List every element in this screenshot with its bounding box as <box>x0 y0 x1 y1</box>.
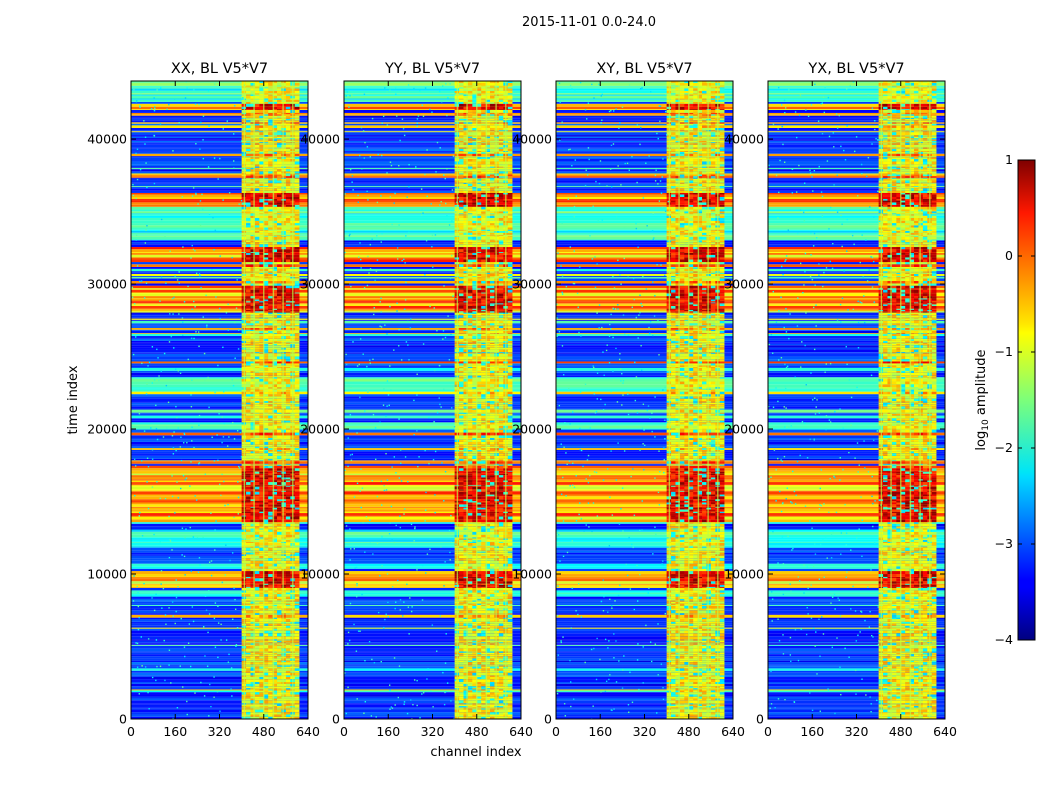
x-tick-label: 320 <box>421 724 445 739</box>
heatmap-cells <box>344 81 521 719</box>
heatmap-cells <box>768 81 945 719</box>
y-tick-label: 30000 <box>512 277 552 292</box>
x-tick-label: 480 <box>465 724 489 739</box>
y-tick-label: 40000 <box>724 132 764 147</box>
y-tick-label: 10000 <box>300 567 340 582</box>
x-tick-label: 320 <box>633 724 657 739</box>
x-tick-label: 160 <box>800 724 824 739</box>
y-tick-label: 40000 <box>87 132 127 147</box>
colorbar-tick-label: −1 <box>995 344 1013 359</box>
colorbar-tick-label: −3 <box>995 536 1013 551</box>
heatmap-panel-xy: XY, BL V5*V7 0 160 320 480 640 0 10000 20000 3000… <box>512 61 745 739</box>
x-tick-label: 160 <box>163 724 187 739</box>
colorbar-gradient <box>1017 159 1036 641</box>
y-tick-label: 0 <box>332 712 340 727</box>
x-tick-label: 0 <box>127 724 135 739</box>
heatmap-panel-yx: YX, BL V5*V7 0 160 320 480 640 0 10000 20000 3000… <box>724 61 957 739</box>
heatmap-panel-xx: XX, BL V5*V7 0 160 320 480 640 0 10000 20000 3000… <box>87 61 320 739</box>
y-tick-label: 10000 <box>512 567 552 582</box>
x-tick-label: 160 <box>588 724 612 739</box>
y-tick-label: 10000 <box>87 567 127 582</box>
x-tick-label: 160 <box>376 724 400 739</box>
heatmap-panels: XX, BL V5*V7 0 160 320 480 640 0 10000 20000 3000… <box>87 61 957 739</box>
y-tick-label: 30000 <box>300 277 340 292</box>
y-tick-label: 40000 <box>300 132 340 147</box>
x-tick-label: 640 <box>296 724 320 739</box>
colorbar-tick-label: −4 <box>995 632 1013 647</box>
x-tick-label: 640 <box>933 724 957 739</box>
y-tick-label: 30000 <box>87 277 127 292</box>
heatmap-cells <box>556 81 733 719</box>
x-tick-label: 480 <box>677 724 701 739</box>
y-tick-label: 40000 <box>512 132 552 147</box>
colorbar-tick-label: −2 <box>995 440 1013 455</box>
colorbar-ticks: −4 −3 −2 −1 0 1 <box>995 152 1035 647</box>
x-tick-label: 320 <box>845 724 869 739</box>
heatmap-cells <box>131 81 308 719</box>
y-tick-label: 10000 <box>724 567 764 582</box>
colorbar-label: log10 amplitude <box>974 349 991 450</box>
y-tick-label: 20000 <box>724 422 764 437</box>
panel-title: XX, BL V5*V7 <box>171 61 268 77</box>
colorbar-tick-label: 0 <box>1005 248 1013 263</box>
y-tick-label: 20000 <box>300 422 340 437</box>
panel-title: XY, BL V5*V7 <box>596 61 692 77</box>
x-tick-label: 480 <box>252 724 276 739</box>
x-tick-label: 0 <box>552 724 560 739</box>
y-tick-label: 0 <box>119 712 127 727</box>
colorbar-tick-label: 1 <box>1005 152 1013 167</box>
y-axis-label: time index <box>66 365 81 434</box>
x-tick-label: 0 <box>340 724 348 739</box>
x-axis-label: channel index <box>430 745 521 760</box>
y-tick-label: 0 <box>544 712 552 727</box>
x-tick-label: 640 <box>721 724 745 739</box>
x-tick-label: 0 <box>764 724 772 739</box>
colorbar: −4 −3 −2 −1 0 1 log10 amplitude <box>974 152 1036 647</box>
panel-title: YX, BL V5*V7 <box>807 61 904 77</box>
y-tick-label: 20000 <box>512 422 552 437</box>
x-tick-label: 320 <box>208 724 232 739</box>
x-tick-label: 480 <box>889 724 913 739</box>
heatmap-panel-yy: YY, BL V5*V7 0 160 320 480 640 0 10000 20000 3000… <box>300 61 533 739</box>
figure-suptitle: 2015-11-01 0.0-24.0 <box>522 15 656 30</box>
x-tick-label: 640 <box>509 724 533 739</box>
y-tick-label: 20000 <box>87 422 127 437</box>
y-tick-label: 0 <box>756 712 764 727</box>
panel-title: YY, BL V5*V7 <box>384 61 480 77</box>
y-tick-label: 30000 <box>724 277 764 292</box>
